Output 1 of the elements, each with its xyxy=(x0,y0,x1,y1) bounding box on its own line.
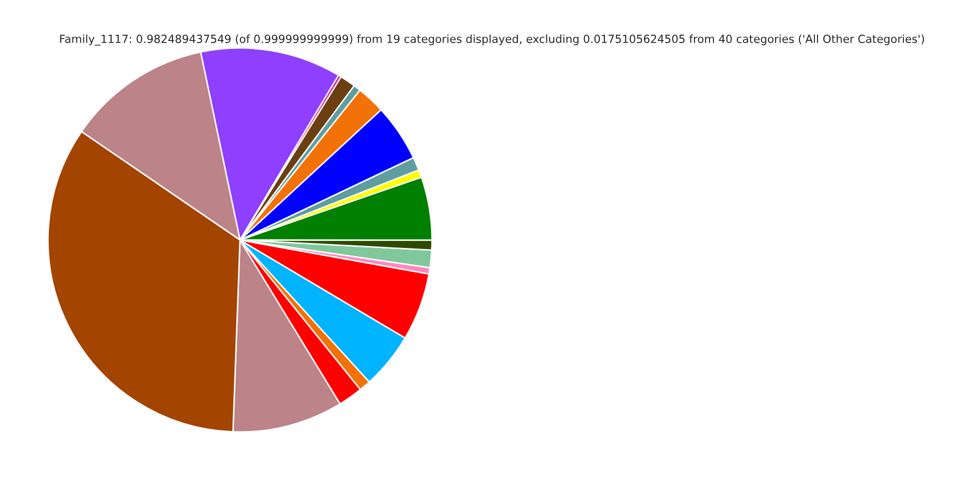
text: Family_1117: 0.982489437549 (of 0.999999999999) from 19 categories displayed, excluding 0.0175105624505 from 40 categories ('All Other Categories') xyxy=(60,34,924,46)
